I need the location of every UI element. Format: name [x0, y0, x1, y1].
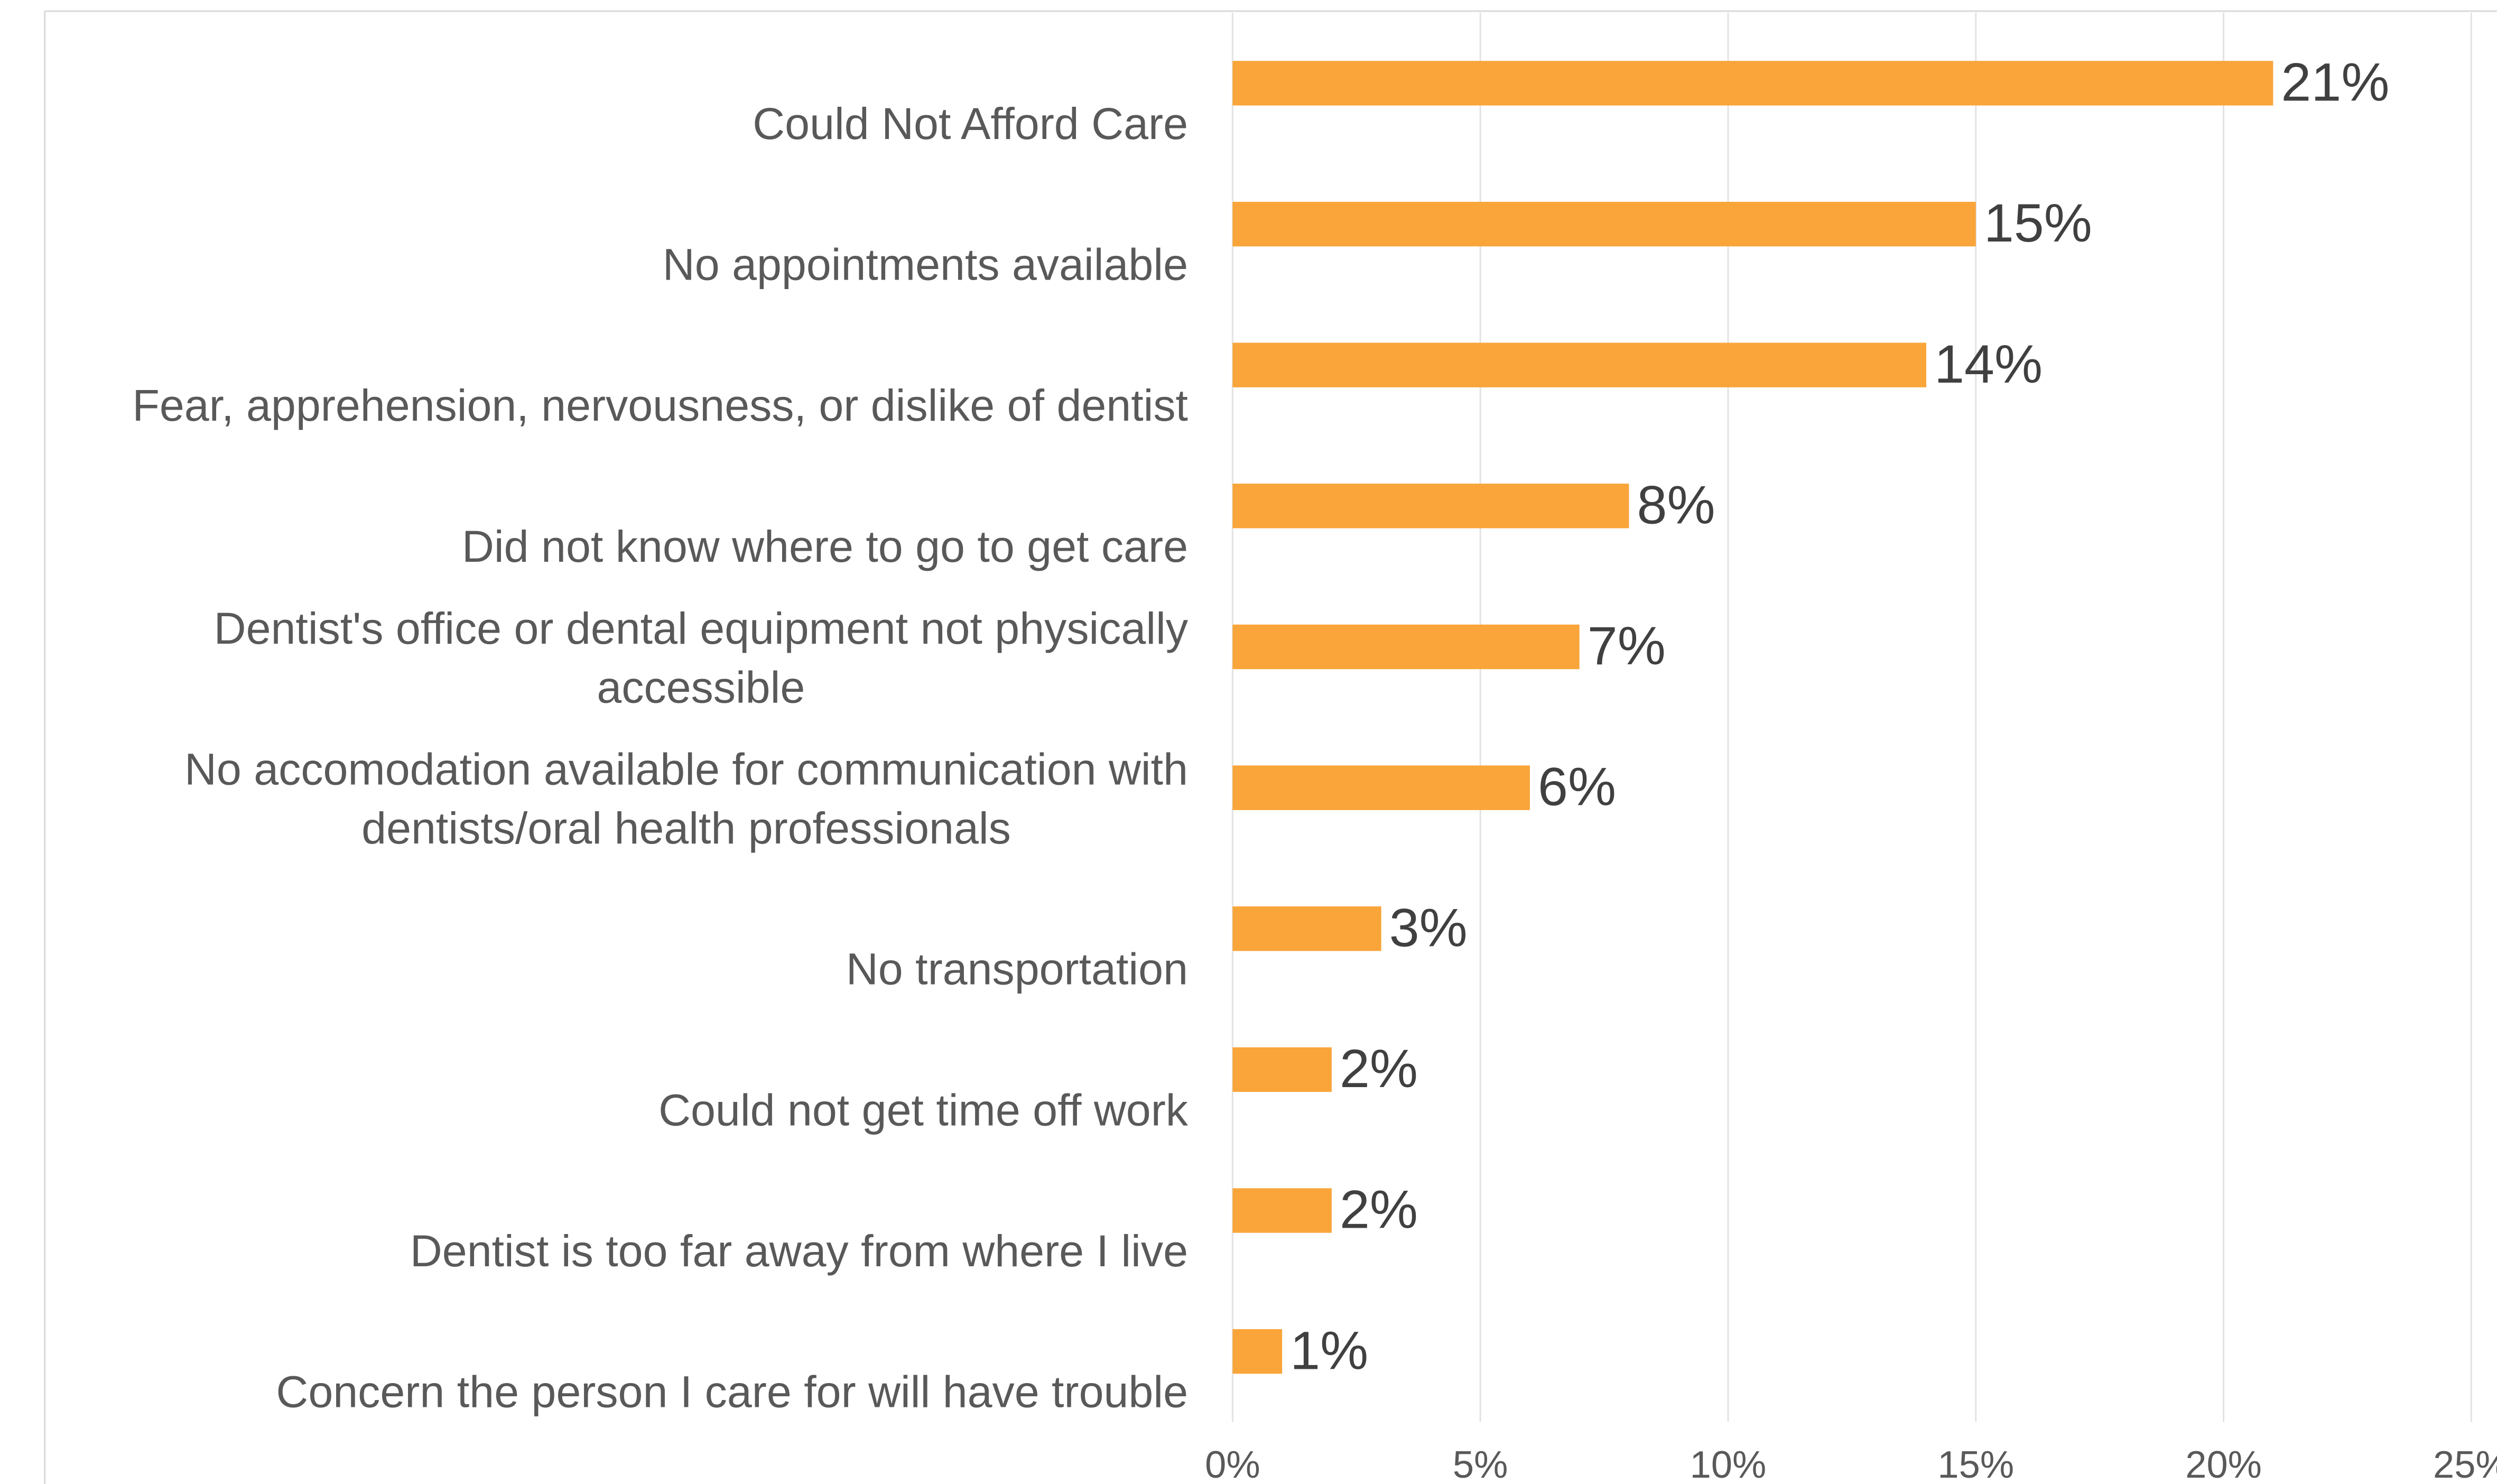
data-label: 3% [1389, 897, 1468, 958]
data-label: 7% [1588, 615, 1666, 676]
x-tick-label: 25% [2433, 1444, 2497, 1484]
category-label: Concern the person I care for will have … [276, 1367, 1188, 1417]
category-label: No transportation [846, 944, 1188, 994]
category-label: Fear, apprehension, nervousness, or disl… [132, 381, 1188, 430]
data-label: 6% [1538, 756, 1616, 817]
data-label: 14% [1934, 333, 2043, 394]
bar [1232, 1188, 1332, 1233]
x-tick-label: 0% [1205, 1444, 1260, 1484]
category-label: No accomodation available for communicat… [184, 745, 1188, 853]
bar [1232, 906, 1381, 951]
category-label: Could Not Afford Care [753, 99, 1188, 149]
bar [1232, 1329, 1283, 1374]
data-label: 21% [2281, 52, 2389, 113]
category-label: Dentist is too far away from where I liv… [410, 1226, 1188, 1276]
category-label: Did not know where to go to get care [462, 522, 1188, 571]
x-tick-label: 5% [1453, 1444, 1508, 1484]
bar [1232, 624, 1580, 670]
bar [1232, 1047, 1332, 1092]
x-tick-label: 10% [1690, 1444, 1767, 1484]
bar [1232, 765, 1530, 810]
bar [1232, 61, 2273, 106]
data-label: 2% [1340, 1038, 1418, 1099]
x-tick-label: 15% [1937, 1444, 2014, 1484]
category-label: Dentist's office or dental equipment not… [214, 604, 1189, 712]
data-label: 8% [1637, 474, 1715, 535]
data-label: 15% [1984, 192, 2092, 253]
bar [1232, 484, 1629, 528]
bar [1232, 342, 1927, 387]
bar [1232, 201, 1976, 247]
category-label: Could not get time off work [658, 1085, 1189, 1135]
x-tick-label: 20% [2185, 1444, 2262, 1484]
data-label: 2% [1340, 1179, 1418, 1240]
data-label: 1% [1290, 1320, 1368, 1380]
category-label: No appointments available [663, 240, 1188, 290]
